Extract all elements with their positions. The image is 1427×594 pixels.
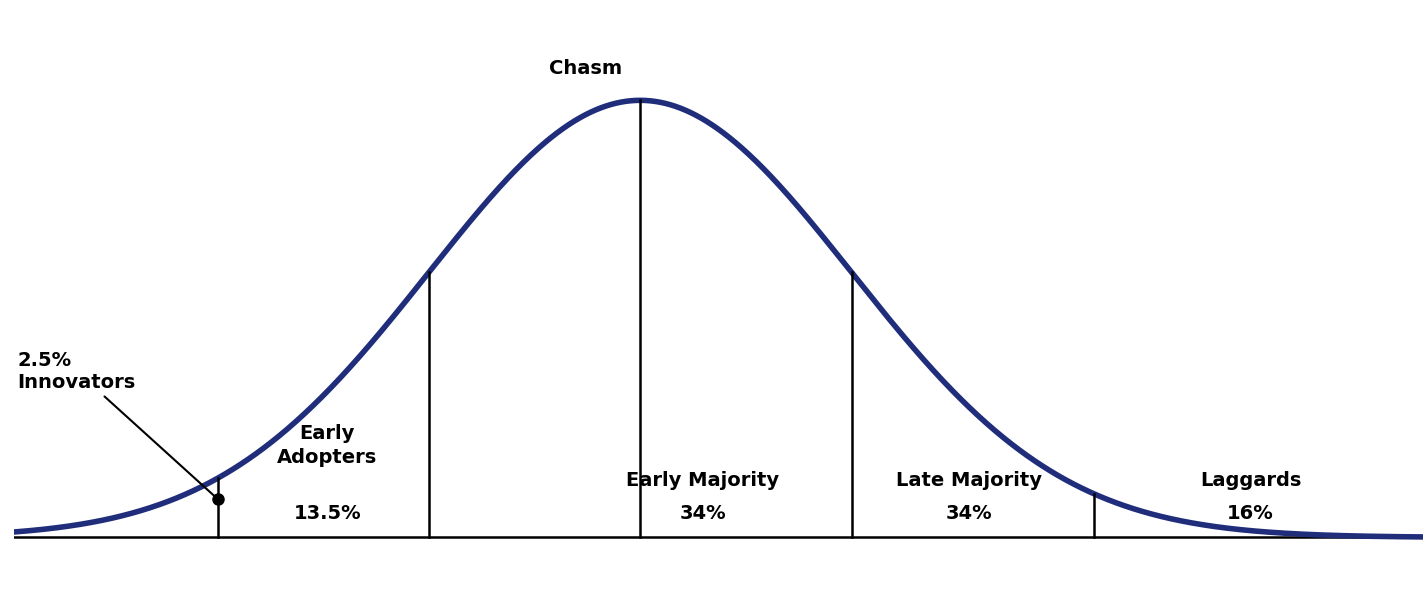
Text: 34%: 34% <box>946 504 992 523</box>
Text: Late Majority: Late Majority <box>896 471 1042 490</box>
Text: 16%: 16% <box>1227 504 1274 523</box>
Text: Laggards: Laggards <box>1200 471 1301 490</box>
Text: 13.5%: 13.5% <box>294 504 361 523</box>
Text: Early Majority: Early Majority <box>626 471 779 490</box>
Text: 2.5%
Innovators: 2.5% Innovators <box>17 351 215 497</box>
Text: 34%: 34% <box>679 504 726 523</box>
Text: Early
Adopters: Early Adopters <box>277 424 377 467</box>
Text: Chasm: Chasm <box>549 59 622 78</box>
